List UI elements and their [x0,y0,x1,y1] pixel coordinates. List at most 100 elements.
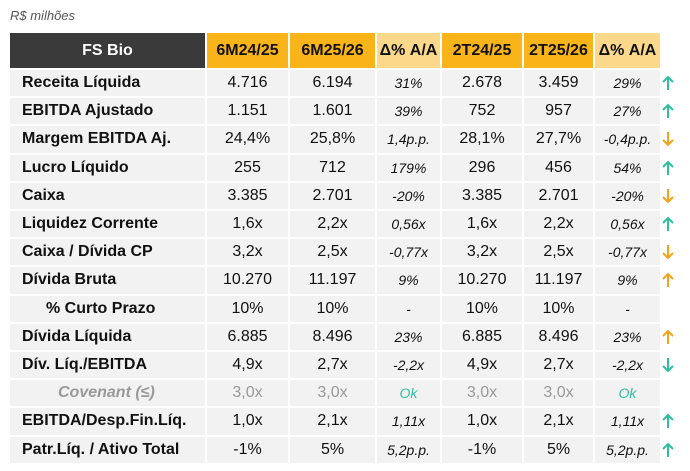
trend-arrow [662,442,674,457]
cell: 1,11x [377,408,440,435]
trend-arrow [662,413,674,429]
header-cell: FS Bio [10,33,205,68]
cell: 54% [595,154,660,181]
cell: 3,0x [442,380,522,407]
row-label: Caixa [10,182,205,209]
cell: 2.678 [442,70,522,97]
cell: 8.496 [524,323,593,350]
cell: - [595,295,660,322]
cell: 1,0x [207,408,288,435]
cell: 1,11x [595,408,660,435]
row-label: Margem EBITDA Aj. [10,126,205,153]
cell: 2,1x [290,408,375,435]
cell: 3,0x [207,380,288,407]
cell: 5,2p.p. [595,436,660,463]
header-cell: 6M24/25 [207,33,288,68]
cell: 179% [377,154,440,181]
cell: 10% [207,295,288,322]
cell: 28,1% [442,126,522,153]
header-cell: 6M25/26 [290,33,375,68]
cell: 25,8% [290,126,375,153]
cell: 24,4% [207,126,288,153]
cell: -0,4p.p. [595,126,660,153]
cell: 10% [524,295,593,322]
row-label: Dívida Bruta [10,267,205,294]
cell: 255 [207,154,288,181]
header-cell: 2T24/25 [442,33,522,68]
row-label: Dívida Líquida [10,323,205,350]
row-label: Liquidez Corrente [10,211,205,238]
cell: 1,6x [207,211,288,238]
cell: 27,7% [524,126,593,153]
row-label: Receita Líquida [10,70,205,97]
cell: 2.701 [524,182,593,209]
cell: 3,0x [290,380,375,407]
cell: 1.601 [290,98,375,125]
cell: 6.885 [207,323,288,350]
cell: 5% [524,436,593,463]
cell: 2,5x [524,239,593,266]
row-label: EBITDA/Desp.Fin.Líq. [10,408,205,435]
cell: - [377,295,440,322]
cell: 2,2x [290,211,375,238]
header-cell: Δ% A/A [595,33,660,68]
trend-arrow [662,188,674,204]
cell: 10% [290,295,375,322]
row-label: Caixa / Dívida CP [10,239,205,266]
unit-note: R$ milhões [10,8,76,23]
cell: -0,77x [595,239,660,266]
cell: 31% [377,70,440,97]
cell: -0,77x [377,239,440,266]
cell: -1% [442,436,522,463]
cell: -20% [377,182,440,209]
cell: 5% [290,436,375,463]
cell: -20% [595,182,660,209]
cell: 8.496 [290,323,375,350]
trend-arrow [662,75,674,90]
cell: -2,2x [377,352,440,379]
header-cell: Δ% A/A [377,33,440,68]
cell: 2,7x [524,352,593,379]
cell: 712 [290,154,375,181]
cell: -1% [207,436,288,463]
cell: 11.197 [524,267,593,294]
cell: 9% [377,267,440,294]
cell: 23% [595,323,660,350]
cell: 3,2x [442,239,522,266]
row-label: EBITDA Ajustado [10,98,205,125]
cell: 2,7x [290,352,375,379]
cell: 6.194 [290,70,375,97]
cell: 4.716 [207,70,288,97]
cell: 3.385 [442,182,522,209]
row-label: Lucro Líquido [10,154,205,181]
trend-arrow [662,160,674,175]
cell: 957 [524,98,593,125]
trend-arrow [662,132,674,147]
cell: 1,6x [442,211,522,238]
cell: 3.385 [207,182,288,209]
row-label: Covenant (≤) [10,380,205,407]
cell: 10.270 [207,267,288,294]
cell: 23% [377,323,440,350]
cell: Ok [595,380,660,407]
cell: 3.459 [524,70,593,97]
trend-arrow [662,216,674,231]
cell: 2,5x [290,239,375,266]
cell: 27% [595,98,660,125]
cell: 0,56x [595,211,660,238]
cell: 3,2x [207,239,288,266]
cell: 9% [595,267,660,294]
cell: 29% [595,70,660,97]
row-label: Dív. Líq./EBITDA [10,352,205,379]
trend-arrow [662,358,674,373]
cell: 1,4p.p. [377,126,440,153]
cell: 10% [442,295,522,322]
row-label: % Curto Prazo [10,295,205,322]
trend-arrow [662,329,674,344]
header-cell: 2T25/26 [524,33,593,68]
cell: 296 [442,154,522,181]
trend-arrow [662,245,674,260]
trend-arrow [662,272,674,288]
cell: 4,9x [207,352,288,379]
